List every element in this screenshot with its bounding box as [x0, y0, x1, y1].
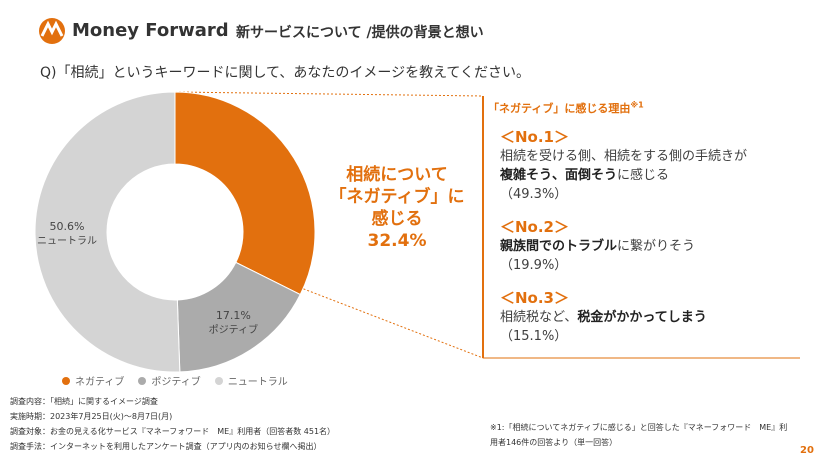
reason-item: ＜No.1＞ 相続を受ける側、相続をする側の手続きが 複雑そう、面倒そうに感じる （4… [500, 126, 747, 204]
value-label: 50.6% [50, 220, 85, 233]
survey-info: 調査内容：「相続」に関するイメージ調査実施時期：2023年7月25日(火)～8月… [10, 394, 335, 454]
reasons-list: ＜No.1＞ 相続を受ける側、相続をする側の手続きが 複雑そう、面倒そうに感じる （4… [500, 126, 747, 358]
reason-line: 相続を受ける側、相続をする側の手続きが [500, 147, 747, 166]
reason-text: 複雑そう、面倒そう [500, 168, 618, 183]
reason-text: 税金がかかってしまう [577, 310, 707, 325]
reason-share: （49.3%） [500, 187, 568, 202]
reasons-title-note: ※1 [630, 100, 644, 110]
reason-item: ＜No.3＞ 相続税など、税金がかかってしまう （15.1%） [500, 287, 747, 346]
reason-text: 親族間でのトラブル [500, 239, 618, 254]
survey-line: 調査手法：インターネットを利用したアンケート調査（アプリ内のお知らせ欄へ掲出） [10, 442, 322, 451]
survey-line: 調査対象：お金の見える化サービス『マネーフォワード ME』利用者（回答者数 45… [10, 427, 336, 436]
reason-rank: ＜No.3＞ [500, 289, 569, 307]
value-label: 32.4% [368, 231, 427, 251]
reasons-title: 「ネガティブ」に感じる理由※1 [488, 100, 644, 116]
legend-item: ニュートラル [214, 373, 288, 388]
legend-item: ネガティブ [62, 373, 124, 388]
footnote-line: 用者146件の回答より（単一回答） [490, 438, 618, 447]
reason-item: ＜No.2＞ 親族間でのトラブルに繋がりそう （19.9%） [500, 216, 747, 275]
connector [174, 91, 484, 97]
reason-rank: ＜No.1＞ [500, 128, 569, 146]
donut-slice [174, 91, 316, 296]
legend: ネガティブ ポジティブ ニュートラル [62, 373, 288, 388]
logo-text: Money Forward [72, 20, 229, 41]
reason-text: に感じる [617, 168, 670, 183]
donut-slice [34, 91, 181, 373]
legend-label: ネガティブ [75, 377, 125, 388]
reason-line: 相続税など、税金がかかってしまう [500, 308, 747, 327]
legend-dot [62, 377, 70, 385]
legend-label: ポジティブ [151, 377, 201, 388]
reason-rank: ＜No.2＞ [500, 218, 569, 236]
survey-line: 調査内容：「相続」に関するイメージ調査 [10, 397, 158, 406]
slice-label: ニュートラル [37, 235, 97, 247]
reasons-title-text: 「ネガティブ」に感じる理由 [488, 102, 631, 115]
footnote-line: ※1:「相続についてネガティブに感じる」と回答した『マネーフォワード ME』利 [490, 423, 788, 432]
slice-annotation: 相続について [346, 164, 448, 185]
reason-text: に繋がりそう [617, 239, 696, 254]
footnote: ※1:「相続についてネガティブに感じる」と回答した『マネーフォワード ME』利用… [490, 420, 787, 450]
legend-label: ニュートラル [227, 377, 288, 388]
legend-item: ポジティブ [138, 373, 201, 388]
slice-label: ポジティブ [209, 323, 258, 336]
header-title: 新サービスについて /提供の背景と想い [236, 25, 484, 41]
survey-line: 実施時期：2023年7月25日(火)～8月7日(月) [10, 412, 173, 421]
reason-line: 親族間でのトラブルに繋がりそう [500, 237, 747, 256]
legend-dot [138, 377, 147, 385]
legend-dot [214, 377, 223, 385]
reason-share: （19.9%） [500, 258, 568, 273]
question: Q)「相続」というキーワードに関して、あなたのイメージを教えてください。 [40, 65, 530, 81]
page-number: 20 [800, 445, 814, 456]
value-label: 17.1% [216, 309, 251, 322]
reason-text: 相続税など、 [500, 310, 578, 325]
reason-line: 複雑そう、面倒そうに感じる [500, 166, 747, 185]
logo-mark [40, 20, 64, 37]
reason-text: 相続を受ける側、相続をする側の手続きが [500, 149, 748, 164]
reason-share: （15.1%） [500, 329, 568, 344]
connector [295, 285, 484, 359]
slice-annotation: 「ネガティブ」に [330, 186, 465, 207]
donut-slice [176, 261, 301, 373]
slice-annotation: 感じる [372, 208, 423, 229]
